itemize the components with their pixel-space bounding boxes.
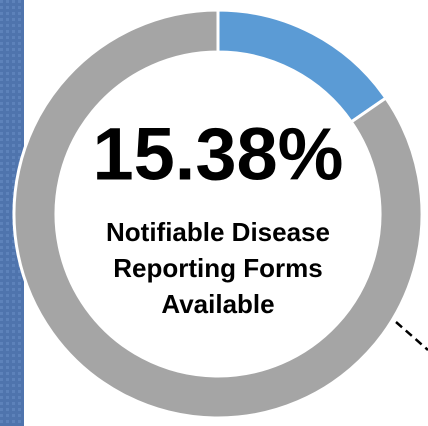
value-label: 15.38%: [93, 113, 344, 196]
donut: [12, 8, 424, 420]
subtitle-line: Notifiable Disease: [106, 217, 330, 247]
subtitle-line: Available: [161, 289, 274, 319]
leader-line: [395, 321, 428, 351]
donut-segment: [216, 8, 388, 125]
donut-segment: [12, 8, 424, 420]
subtitle-line: Reporting Forms: [113, 253, 322, 283]
